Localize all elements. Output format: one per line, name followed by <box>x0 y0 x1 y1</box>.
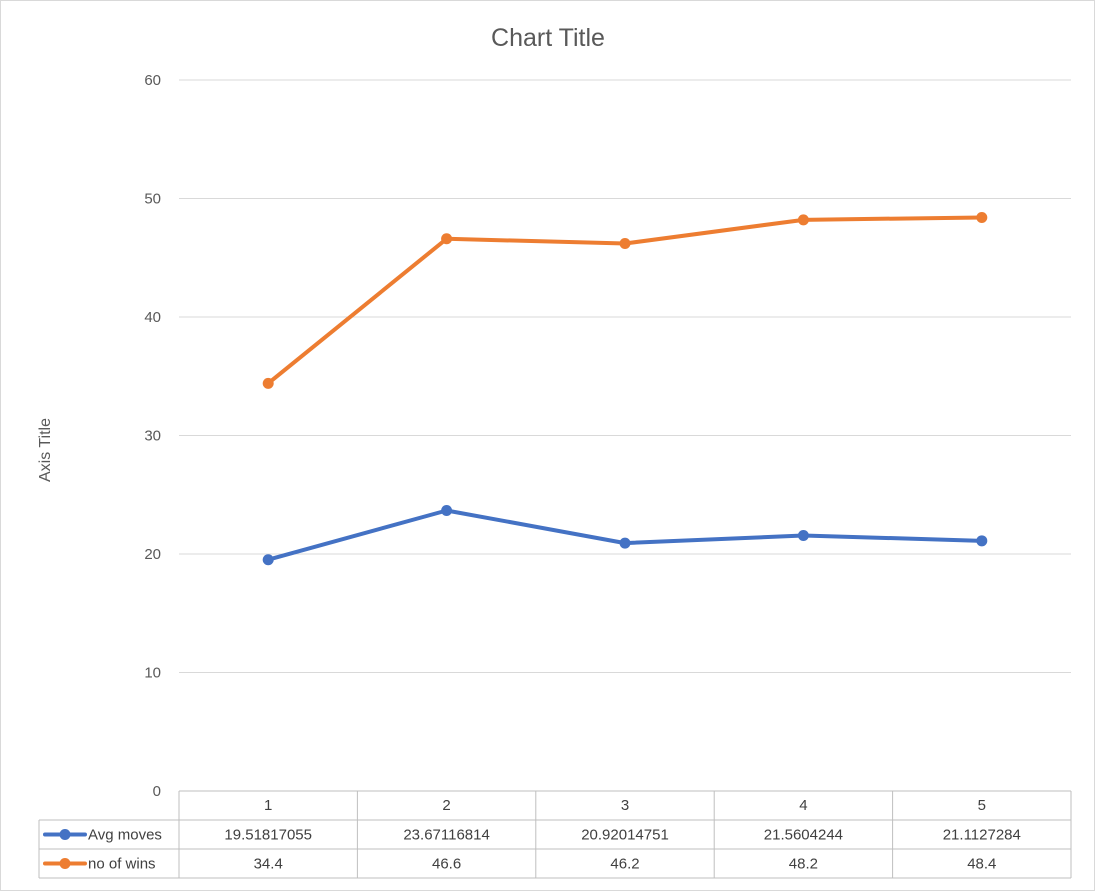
legend-label: Avg moves <box>88 827 162 844</box>
series-line <box>266 508 984 562</box>
table-cell: 46.2 <box>610 856 639 873</box>
y-tick-label: 20 <box>144 546 161 563</box>
y-axis-title: Axis Title <box>37 418 54 482</box>
legend-key-marker <box>59 829 71 840</box>
y-tick-label: 60 <box>144 72 161 89</box>
table-cell: 34.4 <box>254 856 283 873</box>
table-cell: 19.51817055 <box>224 827 312 844</box>
y-axis-ticks: 0 10 20 30 40 50 60 <box>144 72 161 800</box>
data-point <box>797 214 809 226</box>
data-point <box>441 504 453 516</box>
legend-label: no of wins <box>88 856 156 873</box>
x-category-label: 2 <box>442 797 450 814</box>
table-cell: 20.92014751 <box>581 827 669 844</box>
x-category-label: 4 <box>799 797 807 814</box>
data-point <box>619 238 631 250</box>
data-point <box>976 535 988 547</box>
y-tick-label: 40 <box>144 309 161 326</box>
chart-title: Chart Title <box>491 24 605 52</box>
data-point <box>262 554 274 566</box>
y-tick-label: 10 <box>144 665 161 682</box>
data-point <box>976 211 988 223</box>
x-category-label: 3 <box>621 797 629 814</box>
gridlines <box>179 79 1071 673</box>
table-cell: 23.67116814 <box>403 827 489 844</box>
table-cell: 48.2 <box>789 856 818 873</box>
x-category-label: 1 <box>264 797 272 814</box>
data-table: 1 2 3 4 5 Avg moves 19.51817055 23.67116814 20.9… <box>38 790 1072 879</box>
table-cell: 21.1127284 <box>943 827 1021 844</box>
y-tick-label: 0 <box>153 783 161 800</box>
series-lines <box>262 211 988 566</box>
data-point <box>797 530 809 542</box>
data-point <box>262 377 274 389</box>
y-tick-label: 30 <box>144 428 161 445</box>
x-category-label: 5 <box>978 797 986 814</box>
legend-key-marker <box>59 858 71 869</box>
table-cell: 48.4 <box>967 856 996 873</box>
table-cell: 46.6 <box>432 856 461 873</box>
data-point <box>619 537 631 549</box>
y-tick-label: 50 <box>144 191 161 208</box>
data-point <box>441 233 453 245</box>
table-cell: 21.5604244 <box>764 827 843 844</box>
